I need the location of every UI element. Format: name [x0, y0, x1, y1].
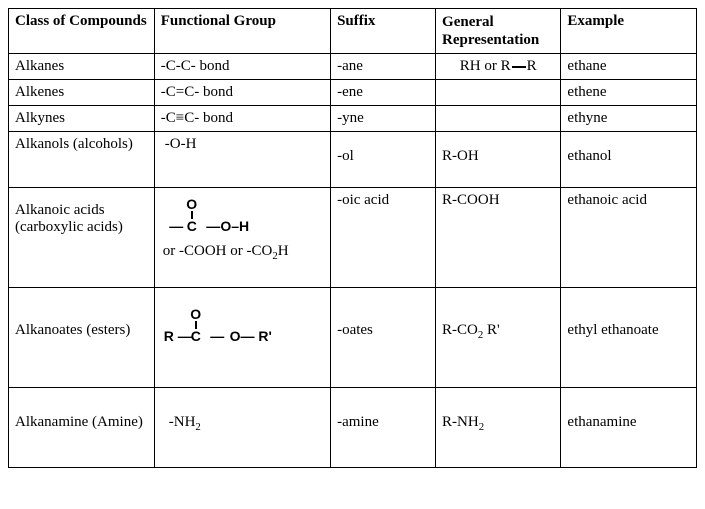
atom-r: R — — [164, 328, 192, 344]
header-row: Class of Compounds Functional Group Suff… — [9, 9, 697, 54]
compounds-table: Class of Compounds Functional Group Suff… — [8, 8, 697, 468]
cell-func: -C≡C- bond — [154, 106, 330, 132]
cell-func: -C-C- bond — [154, 54, 330, 80]
bond-left: — — [169, 218, 182, 234]
cell-suffix: -oic acid — [331, 188, 436, 288]
class-line1: Alkanoic acids — [15, 202, 148, 219]
cell-class: Alkanoates (esters) — [9, 288, 155, 388]
cell-general: RH or R R — [436, 54, 561, 80]
cell-func: -NH2 — [154, 388, 330, 468]
header-example: Example — [561, 9, 697, 54]
row-alkanols: Alkanols (alcohols) -O-H -ol R-OH ethano… — [9, 132, 697, 188]
gen-a: R-NH — [442, 414, 479, 430]
cell-general: R-COOH — [436, 188, 561, 288]
cell-func: O — C — O–H or -COOH or -CO2H — [154, 188, 330, 288]
header-general-representation: General Representation — [436, 9, 561, 54]
cell-general: R-CO2 R' — [436, 288, 561, 388]
cell-example: ethanol — [561, 132, 697, 188]
cell-func: O R — C — O— R' — [154, 288, 330, 388]
func-sub: 2 — [195, 421, 200, 433]
cell-func: -O-H — [154, 132, 330, 188]
func-a: -NH — [169, 414, 196, 430]
atom-oh: O–H — [220, 218, 249, 234]
cell-suffix: -yne — [331, 106, 436, 132]
header-class: Class of Compounds — [9, 9, 155, 54]
cell-suffix: -oates — [331, 288, 436, 388]
class-line2: (carboxylic acids) — [15, 219, 148, 236]
cell-func: -C=C- bond — [154, 80, 330, 106]
atom-or: O— R' — [230, 328, 272, 344]
ester-structure: O R — C — O— R' — [167, 307, 271, 343]
cell-suffix: -ene — [331, 80, 436, 106]
atom-c: C — [191, 328, 201, 344]
atom-o: O — [190, 306, 201, 322]
cell-general: R-NH2 — [436, 388, 561, 468]
cell-example: ethanamine — [561, 388, 697, 468]
gen-a: R-CO — [442, 322, 478, 338]
cell-example: ethyl ethanoate — [561, 288, 697, 388]
bond-right: — — [210, 328, 223, 344]
atom-c: C — [187, 218, 197, 234]
gen-left: RH or R — [460, 58, 511, 74]
gen-right: R — [527, 58, 537, 74]
cell-example: ethanoic acid — [561, 188, 697, 288]
gen-b: R' — [483, 322, 499, 338]
cell-suffix: -ane — [331, 54, 436, 80]
cell-general — [436, 80, 561, 106]
cell-class: Alkanes — [9, 54, 155, 80]
long-bond-icon — [512, 66, 526, 68]
cell-class: Alkanamine (Amine) — [9, 388, 155, 468]
carboxylic-structure: O — C — O–H — [167, 197, 243, 233]
row-alkynes: Alkynes -C≡C- bond -yne ethyne — [9, 106, 697, 132]
cell-class: Alkenes — [9, 80, 155, 106]
header-functional-group: Functional Group — [154, 9, 330, 54]
row-alkenes: Alkenes -C=C- bond -ene ethene — [9, 80, 697, 106]
header-general-text: General Representation — [442, 14, 539, 48]
cell-class: Alkynes — [9, 106, 155, 132]
cell-general — [436, 106, 561, 132]
bond-right: — — [206, 218, 219, 234]
alt-text: or -COOH or -CO — [163, 243, 273, 259]
header-suffix: Suffix — [331, 9, 436, 54]
cell-example: ethene — [561, 80, 697, 106]
row-alkanamine: Alkanamine (Amine) -NH2 -amine R-NH2 eth… — [9, 388, 697, 468]
cell-example: ethane — [561, 54, 697, 80]
cell-suffix: -amine — [331, 388, 436, 468]
cell-class: Alkanols (alcohols) — [9, 132, 155, 188]
cell-class: Alkanoic acids (carboxylic acids) — [9, 188, 155, 288]
row-alkanoates: Alkanoates (esters) O R — C — O— R' — [9, 288, 697, 388]
row-alkanoic-acids: Alkanoic acids (carboxylic acids) O — C … — [9, 188, 697, 288]
atom-o: O — [186, 196, 197, 212]
row-alkanes: Alkanes -C-C- bond -ane RH or R R ethane — [9, 54, 697, 80]
cell-suffix: -ol — [331, 132, 436, 188]
alt-tail: H — [278, 243, 289, 259]
cell-general: R-OH — [436, 132, 561, 188]
carboxylic-alt: or -COOH or -CO2H — [163, 243, 324, 262]
cell-example: ethyne — [561, 106, 697, 132]
gen-sub: 2 — [479, 421, 484, 433]
